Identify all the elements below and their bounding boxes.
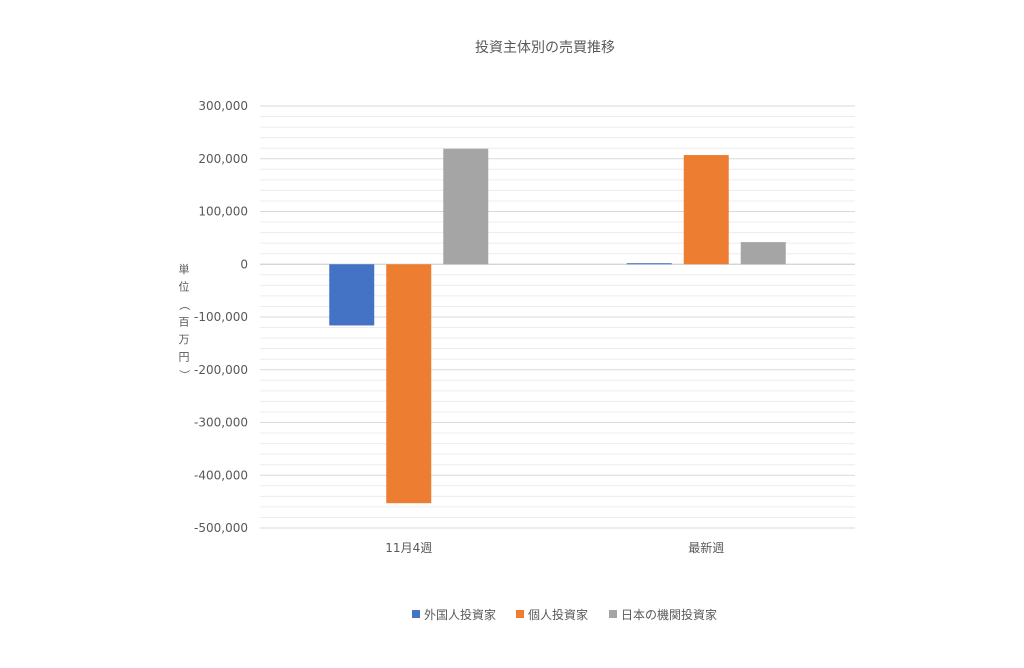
y-tick-label: -500,000 [194, 521, 248, 535]
legend-swatch [516, 610, 524, 618]
y-tick-label: -100,000 [194, 310, 248, 324]
grid-lines [260, 105, 855, 529]
y-axis-label-char: 円 [179, 351, 190, 364]
bars [329, 148, 786, 504]
bar-2-1 [386, 264, 432, 504]
bar-1-2 [626, 263, 672, 265]
bar-3-2 [740, 242, 786, 265]
y-axis-label-char: 位 [179, 280, 190, 294]
x-category-label: 11月4週 [385, 541, 432, 555]
y-axis-ticks: 300,000 200,000 100,000 0 -100,000 -200,000 -3… [194, 99, 248, 535]
y-tick-label: 100,000 [198, 205, 248, 219]
legend-swatch [609, 610, 617, 618]
y-tick-label: 300,000 [198, 99, 248, 113]
bar-2-2 [683, 155, 729, 265]
legend-label: 外国人投資家 [424, 607, 496, 622]
legend-label: 個人投資家 [528, 607, 588, 622]
bar-1-1 [329, 264, 375, 326]
y-axis-label-char: 百 [179, 316, 190, 329]
y-tick-label: 200,000 [198, 152, 248, 166]
y-tick-label: -300,000 [194, 416, 248, 430]
legend: 外国人投資家 個人投資家 日本の機関投資家 [412, 607, 717, 622]
y-axis-label: 単位 （ 百万円 ） [178, 262, 191, 381]
y-tick-label: 0 [240, 257, 248, 271]
y-axis-label-char: 万 [179, 333, 190, 346]
chart-title: 投資主体別の売買推移 [475, 40, 615, 56]
y-tick-label: -200,000 [194, 363, 248, 377]
y-axis-label-char: 単 [179, 262, 190, 276]
y-axis-label-char: ） [178, 370, 191, 381]
legend-label: 日本の機関投資家 [621, 607, 717, 622]
legend-swatch [412, 610, 420, 618]
bar-3-1 [443, 148, 489, 265]
y-axis-label-char: （ [178, 300, 191, 311]
x-axis-ticks: 11月4週 最新週 [385, 540, 724, 555]
y-tick-label: -400,000 [194, 468, 248, 482]
x-category-label: 最新週 [688, 540, 724, 555]
